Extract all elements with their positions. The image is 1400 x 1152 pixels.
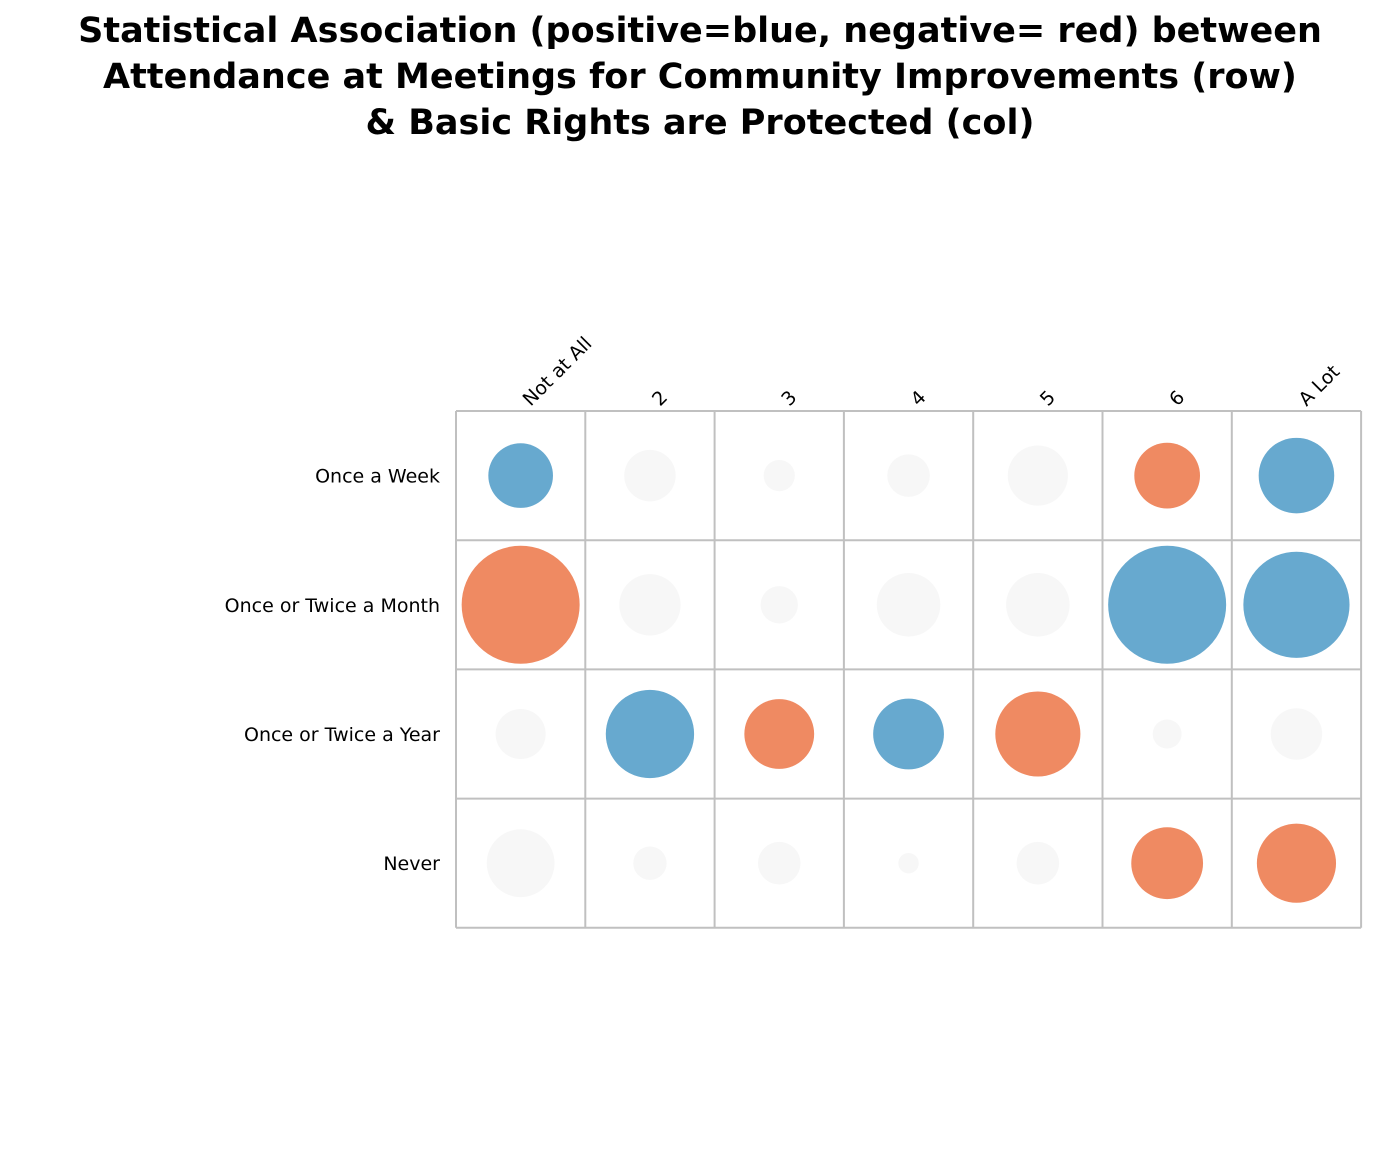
bubble-r3-c2	[757, 841, 801, 885]
bubble-r0-c4	[1007, 445, 1068, 506]
col-label: Not at All	[519, 333, 597, 411]
col-label: 2	[648, 386, 672, 410]
col-labels: Not at All 2 3 4 5 6 A Lot	[519, 333, 1345, 411]
col-label: 4	[907, 386, 931, 410]
bubble-r2-c1	[605, 689, 695, 779]
bubble-r2-c5	[1152, 719, 1182, 749]
chart-title-line-2: Attendance at Meetings for Community Imp…	[103, 57, 1297, 97]
bubble-r3-c0	[486, 829, 555, 898]
bubble-r2-c6	[1270, 708, 1323, 760]
bubble-r0-c3	[887, 454, 930, 497]
bubble-r0-c2	[763, 459, 795, 492]
bubble-r0-c0	[488, 443, 553, 508]
bubble-r3-c3	[898, 852, 919, 874]
bubble-r1-c0	[461, 545, 580, 664]
bubble-r0-c1	[624, 449, 676, 502]
bubble-r1-c5	[1108, 545, 1227, 664]
bubble-r1-c6	[1243, 551, 1350, 658]
col-label: A Lot	[1294, 361, 1344, 411]
bubble-r3-c6	[1256, 823, 1337, 903]
bubble-r2-c0	[495, 708, 546, 760]
bubble-r1-c3	[876, 573, 941, 637]
row-label: Once or Twice a Year	[244, 724, 440, 746]
chart-title-line-1: Statistical Association (positive=blue, …	[78, 11, 1322, 51]
bubble-r2-c4	[995, 691, 1081, 777]
row-label: Once or Twice a Month	[225, 595, 440, 617]
bubble-r3-c4	[1016, 841, 1060, 885]
chart-title: Statistical Association (positive=blue, …	[0, 8, 1400, 146]
bubbles	[461, 437, 1350, 903]
bubble-r0-c5	[1134, 442, 1200, 509]
bubble-r2-c3	[873, 698, 944, 770]
bubble-r1-c4	[1006, 573, 1070, 637]
bubble-r2-c2	[744, 699, 815, 769]
bubble-r3-c1	[633, 846, 667, 880]
bubble-r1-c1	[619, 574, 681, 636]
col-label: 6	[1165, 386, 1189, 410]
col-label: 5	[1036, 386, 1060, 410]
row-labels: Once a Week Once or Twice a Month Once or …	[225, 466, 441, 876]
bubble-r1-c2	[760, 586, 798, 624]
grid	[455, 410, 1363, 929]
col-label: 3	[777, 386, 801, 410]
row-label: Once a Week	[315, 466, 440, 488]
chart-title-line-3: & Basic Rights are Protected (col)	[365, 103, 1035, 143]
bubble-r3-c5	[1131, 827, 1204, 900]
row-label: Never	[383, 853, 440, 875]
bubble-r0-c6	[1258, 437, 1335, 514]
